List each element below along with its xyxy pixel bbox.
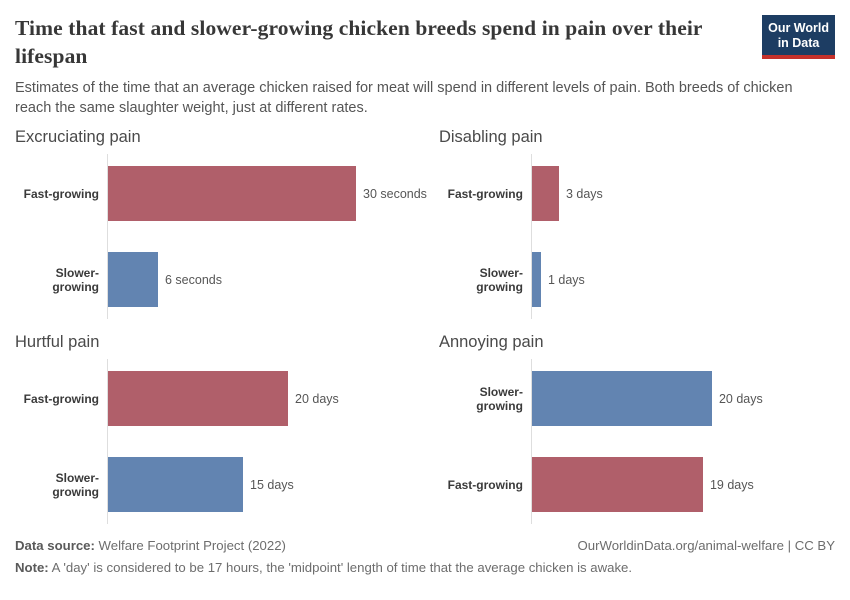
category-label: Fast-growing bbox=[447, 186, 523, 201]
y-axis-line bbox=[107, 154, 108, 320]
note-text: A 'day' is considered to be 17 hours, th… bbox=[48, 560, 633, 576]
value-label: 3 days bbox=[565, 186, 603, 201]
owid-logo-line1: Our World bbox=[768, 21, 829, 35]
bar-slower-growing[interactable] bbox=[531, 252, 541, 308]
value-label: 19 days bbox=[709, 477, 754, 492]
bar-area: 6 seconds bbox=[108, 252, 427, 308]
panel-plot: Fast-growing 20 days Slower-growing 15 days bbox=[15, 359, 427, 525]
bar-area: 20 days bbox=[108, 371, 427, 427]
bar-row: Slower-growing 15 days bbox=[15, 457, 427, 513]
bar-fast-growing[interactable] bbox=[531, 166, 559, 222]
panel-excruciating-pain: Excruciating pain Fast-growing 30 seconds S… bbox=[15, 128, 427, 320]
value-label: 30 seconds bbox=[363, 186, 427, 201]
bar-area: 15 days bbox=[108, 457, 427, 513]
panel-plot: Fast-growing 3 days Slower-growing 1 days bbox=[439, 154, 835, 320]
bar-slower-growing[interactable] bbox=[108, 457, 243, 513]
category-label: Slower-growing bbox=[476, 384, 523, 413]
value-label: 1 days bbox=[547, 272, 585, 287]
bar-fast-growing[interactable] bbox=[531, 457, 703, 513]
chart-grid: Excruciating pain Fast-growing 30 seconds S… bbox=[15, 128, 835, 525]
bar-slower-growing[interactable] bbox=[108, 252, 158, 308]
value-label: 6 seconds bbox=[165, 272, 222, 287]
bar-fast-growing[interactable] bbox=[108, 166, 356, 222]
y-axis-line bbox=[530, 154, 532, 320]
bar-slower-growing[interactable] bbox=[531, 371, 712, 427]
bar-row: Fast-growing 19 days bbox=[439, 457, 835, 513]
category-label: Fast-growing bbox=[23, 391, 99, 406]
chart-subtitle: Estimates of the time that an average ch… bbox=[15, 79, 793, 116]
bar-row: Fast-growing 20 days bbox=[15, 371, 427, 427]
bar-area: 3 days bbox=[531, 166, 835, 222]
bar-fast-growing[interactable] bbox=[108, 371, 288, 427]
y-axis-line bbox=[530, 359, 532, 525]
owid-logo[interactable]: Our World in Data bbox=[762, 15, 835, 59]
owid-logo-line2: in Data bbox=[777, 35, 820, 50]
value-label: 15 days bbox=[250, 477, 294, 492]
credit-link[interactable]: OurWorldinData.org/animal-welfare | CC B… bbox=[577, 538, 836, 554]
category-label: Slower-growing bbox=[52, 470, 99, 499]
panel-title: Excruciating pain bbox=[15, 128, 141, 147]
footer-note-row: Note: A 'day' is considered to be 17 hou… bbox=[15, 559, 835, 577]
panel-hurtful-pain: Hurtful pain Fast-growing 20 days Slower-gr… bbox=[15, 333, 427, 525]
category-label: Slower-growing bbox=[476, 265, 523, 294]
bar-row: Fast-growing 3 days bbox=[439, 166, 835, 222]
bar-area: 20 days bbox=[531, 371, 835, 427]
bar-area: 19 days bbox=[531, 457, 835, 513]
footer-source-row: Data source: Welfare Footprint Project (… bbox=[15, 537, 835, 555]
bar-row: Slower-growing 20 days bbox=[439, 371, 835, 427]
bar-row: Fast-growing 30 seconds bbox=[15, 166, 427, 222]
panel-title: Hurtful pain bbox=[15, 333, 100, 352]
panel-annoying-pain: Annoying pain Slower-growing 20 days Fast-g… bbox=[438, 333, 835, 525]
bar-row: Slower-growing 6 seconds bbox=[15, 252, 427, 308]
panel-plot: Fast-growing 30 seconds Slower-growing 6 se… bbox=[15, 154, 427, 320]
panel-disabling-pain: Disabling pain Fast-growing 3 days Slower-g… bbox=[438, 128, 835, 320]
header: Time that fast and slower-growing chicke… bbox=[15, 15, 835, 118]
value-label: 20 days bbox=[718, 391, 763, 406]
category-label: Slower-growing bbox=[52, 265, 99, 294]
data-source-label: Data source: bbox=[15, 538, 95, 554]
bar-area: 30 seconds bbox=[108, 166, 427, 222]
page-title: Time that fast and slower-growing chicke… bbox=[15, 16, 703, 68]
data-source-text: Welfare Footprint Project (2022) bbox=[94, 538, 286, 554]
value-label: 20 days bbox=[295, 391, 339, 406]
category-label: Fast-growing bbox=[23, 186, 99, 201]
note-label: Note: bbox=[15, 560, 49, 576]
footer: Data source: Welfare Footprint Project (… bbox=[15, 537, 835, 577]
y-axis-line bbox=[107, 359, 108, 525]
category-label: Fast-growing bbox=[447, 477, 523, 492]
panel-title: Disabling pain bbox=[438, 128, 543, 147]
bar-row: Slower-growing 1 days bbox=[439, 252, 835, 308]
panel-plot: Slower-growing 20 days Fast-growing 19 days bbox=[439, 359, 835, 525]
bar-area: 1 days bbox=[531, 252, 835, 308]
data-source: Data source: Welfare Footprint Project (… bbox=[15, 537, 286, 555]
panel-title: Annoying pain bbox=[438, 333, 544, 352]
